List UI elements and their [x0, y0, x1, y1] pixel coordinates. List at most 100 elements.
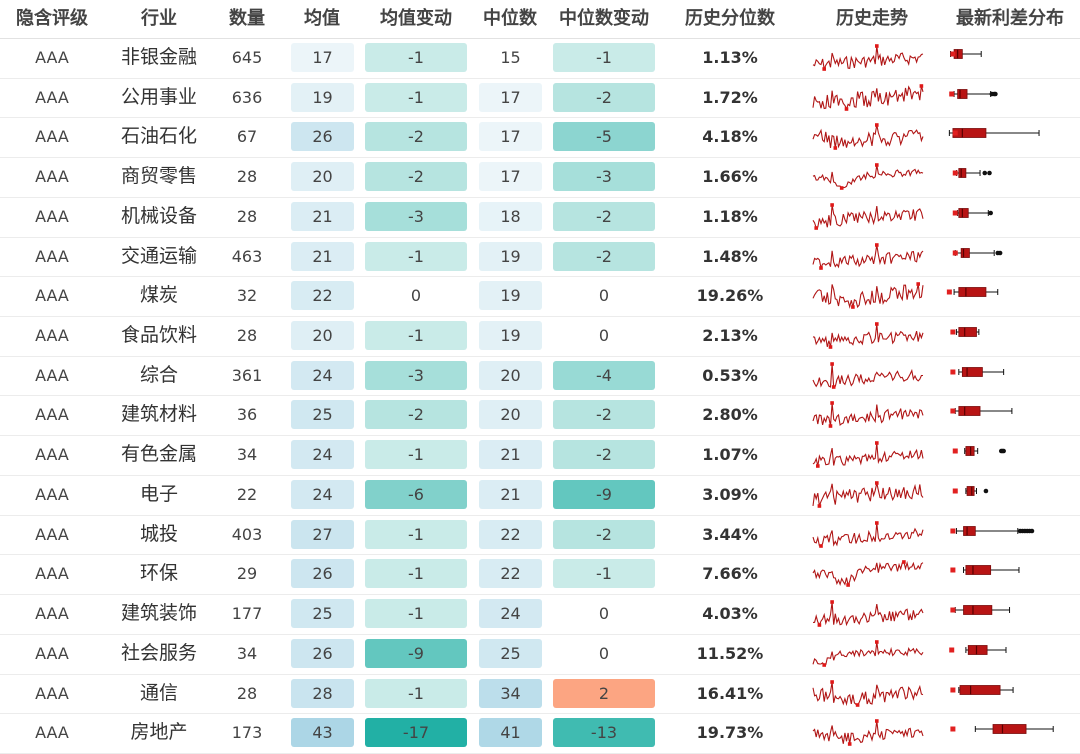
- median-cell: 19: [479, 281, 542, 311]
- mean-cell: 28: [291, 678, 354, 708]
- percentile-cell: 2.13%: [702, 326, 758, 346]
- mean-change-cell: -3: [365, 201, 467, 231]
- rating-cell: AAA: [35, 246, 69, 266]
- mean-change-cell: -2: [365, 400, 467, 430]
- industry-cell: 电子: [139, 482, 178, 505]
- mean-change-cell: -3: [365, 360, 467, 390]
- median-cell: 18: [479, 201, 542, 231]
- trend-line: [812, 561, 924, 588]
- industry-cell: 城投: [139, 522, 178, 545]
- box-mean-marker: [952, 488, 958, 494]
- rating-cell: AAA: [35, 127, 69, 147]
- industry-cell: 食品饮料: [120, 324, 197, 347]
- count-cell: 645: [231, 48, 263, 67]
- trend-line: [812, 84, 924, 111]
- box-plot: [950, 49, 982, 59]
- box-outlier: [993, 91, 998, 97]
- mean-cell: 26: [291, 559, 354, 589]
- trend-line: [812, 284, 924, 310]
- trend-line: [812, 204, 924, 229]
- median-change-cell: -2: [553, 241, 655, 271]
- trend-min-marker: [844, 106, 849, 111]
- percentile-cell: 1.07%: [702, 445, 758, 465]
- box-mean-marker: [949, 91, 955, 97]
- industry-cell: 公用事业: [120, 85, 197, 108]
- median-cell: 22: [479, 519, 542, 549]
- industry-cell: 环保: [139, 562, 178, 585]
- percentile-cell: 19.73%: [696, 723, 764, 743]
- mean-cell: 25: [291, 400, 354, 430]
- trend-min-marker: [816, 464, 820, 468]
- box-iqr: [966, 486, 975, 496]
- box-plot: [950, 684, 1014, 695]
- table-row: AAA 社会服务 34 26 -9 25 0 11.52%: [0, 634, 1080, 675]
- median-cell: 34: [479, 678, 542, 708]
- mean-cell: 24: [291, 479, 354, 509]
- percentile-cell: 4.18%: [702, 127, 758, 147]
- box-iqr: [958, 287, 987, 298]
- industry-cell: 建筑材料: [120, 403, 197, 426]
- median-cell: 20: [479, 360, 542, 390]
- box-plot: [950, 327, 980, 337]
- rating-cell: AAA: [35, 365, 69, 385]
- industry-cell: 机械设备: [120, 204, 197, 227]
- box-mean-marker: [952, 448, 958, 454]
- mean-cell: 21: [291, 201, 354, 231]
- median-cell: 41: [479, 718, 542, 748]
- trend-min-marker: [855, 702, 860, 707]
- mean-change-cell: -1: [365, 43, 467, 72]
- header-trend: 历史走势: [836, 8, 908, 29]
- median-change-cell: 0: [553, 599, 655, 629]
- box-iqr: [965, 565, 992, 576]
- median-cell: 17: [479, 122, 542, 152]
- box-mean-marker: [950, 528, 956, 534]
- box-plot: [950, 406, 1013, 417]
- trend-sparkline: [812, 322, 924, 349]
- trend-min-marker: [847, 742, 852, 747]
- box-outlier: [997, 250, 1003, 255]
- trend-max-marker: [875, 163, 879, 167]
- trend-sparkline: [812, 44, 924, 71]
- median-cell: 17: [479, 82, 542, 112]
- mean-change-cell: -2: [365, 162, 467, 192]
- count-cell: 36: [236, 405, 258, 425]
- rating-cell: AAA: [35, 484, 69, 504]
- box-iqr: [952, 128, 987, 139]
- trend-min-marker: [828, 424, 833, 429]
- trend-max-marker: [875, 481, 879, 485]
- trend-sparkline: [812, 520, 924, 548]
- box-mean-marker: [952, 130, 958, 136]
- box-iqr: [957, 88, 968, 99]
- trend-max-marker: [830, 600, 834, 604]
- trend-max-marker: [875, 44, 879, 48]
- median-change-cell: -9: [553, 479, 655, 509]
- box-plot: [952, 247, 1003, 258]
- header-rating: 隐含评级: [16, 8, 88, 29]
- trend-line: [812, 403, 924, 427]
- table-row: AAA 建筑材料 36 25 -2 20 -2 2.80%: [0, 395, 1080, 437]
- trend-sparkline: [812, 282, 924, 310]
- percentile-cell: 1.13%: [702, 48, 758, 67]
- box-outlier: [1001, 448, 1006, 454]
- median-change-cell: -2: [553, 519, 655, 549]
- header-industry: 行业: [141, 8, 177, 29]
- rating-cell: AAA: [35, 604, 69, 624]
- mean-change-cell: -6: [365, 479, 467, 509]
- box-iqr: [958, 327, 977, 337]
- percentile-cell: 3.09%: [702, 484, 758, 504]
- mean-change-cell: -1: [365, 678, 467, 708]
- industry-cell: 建筑装饰: [120, 602, 197, 625]
- rating-cell: AAA: [35, 167, 69, 187]
- box-mean-marker: [952, 250, 958, 256]
- mean-change-cell: -1: [365, 559, 467, 589]
- trend-min-marker: [846, 583, 850, 588]
- header-mean: 均值: [304, 8, 340, 29]
- trend-line: [812, 443, 924, 467]
- median-cell: 19: [479, 241, 542, 271]
- median-change-cell: -2: [553, 440, 655, 470]
- count-cell: 28: [236, 167, 258, 187]
- median-change-cell: 2: [553, 678, 655, 708]
- percentile-cell: 2.80%: [702, 405, 758, 425]
- median-cell: 22: [479, 559, 542, 589]
- box-plot: [950, 565, 1020, 576]
